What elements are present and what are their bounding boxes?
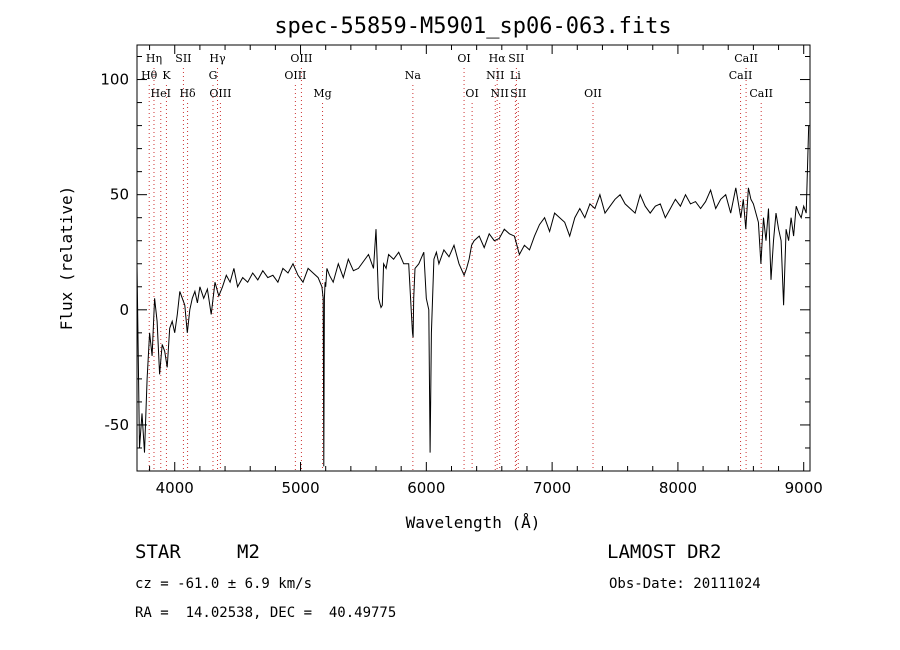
- y-tick-label-50: 50: [110, 186, 129, 204]
- line-label-4: SII: [175, 52, 191, 65]
- x-tick-label-4000: 4000: [156, 479, 194, 497]
- line-label-22: CaII: [734, 52, 758, 65]
- line-label-12: Na: [405, 69, 422, 82]
- line-label-24: CaII: [749, 87, 773, 100]
- line-label-14: OI: [465, 87, 478, 100]
- line-label-18: Li: [510, 69, 521, 82]
- line-label-7: G: [209, 69, 218, 82]
- x-axis-title: Wavelength (Å): [406, 513, 541, 532]
- survey-name: LAMOST DR2: [607, 541, 722, 563]
- line-label-17: NII: [486, 69, 504, 82]
- line-label-11: Mg: [313, 87, 331, 100]
- line-label-6: Hγ: [209, 52, 226, 65]
- x-tick-label-9000: 9000: [785, 479, 823, 497]
- chart-title: spec-55859-M5901_sp06-063.fits: [274, 14, 671, 39]
- plot-frame: [136, 44, 811, 472]
- flux-series-line: [136, 125, 810, 467]
- line-label-0: Hη: [146, 52, 162, 65]
- line-label-1: Hθ: [141, 69, 158, 82]
- y-tick-label--50: -50: [105, 416, 130, 434]
- y-tick-label-0: 0: [119, 301, 129, 319]
- observation-date: Obs-Date: 20111024: [609, 576, 761, 592]
- line-label-9: OIII: [290, 52, 312, 65]
- line-label-2: K: [162, 69, 171, 82]
- object-subclass: M2: [237, 541, 260, 563]
- redshift-cz: cz = -61.0 ± 6.9 km/s: [135, 576, 313, 592]
- line-label-10: OIII: [284, 69, 306, 82]
- line-label-20: SII: [510, 87, 526, 100]
- x-tick-label-8000: 8000: [659, 479, 697, 497]
- line-label-23: CaII: [729, 69, 753, 82]
- ra-dec: RA = 14.02538, DEC = 40.49775: [135, 605, 397, 621]
- line-label-21: OII: [584, 87, 602, 100]
- spectrum-chart: spec-55859-M5901_sp06-063.fits Hη Hθ K HeI S…: [57, 14, 823, 532]
- y-axis-title: Flux (relative): [57, 186, 76, 331]
- y-axis-ticks: -50 0 50 100: [100, 56, 810, 472]
- line-label-19: NII: [491, 87, 509, 100]
- line-label-5: Hδ: [179, 87, 196, 100]
- x-tick-label-7000: 7000: [533, 479, 571, 497]
- line-label-16: SII: [508, 52, 524, 65]
- object-class: STAR: [135, 541, 181, 563]
- line-label-15: Hα: [489, 52, 507, 65]
- x-tick-label-5000: 5000: [281, 479, 319, 497]
- spectral-line-markers: [148, 68, 762, 471]
- x-axis-ticks: 4000 5000 6000 7000 8000 9000: [149, 45, 823, 497]
- line-label-8: OIII: [209, 87, 231, 100]
- x-tick-label-6000: 6000: [407, 479, 445, 497]
- line-label-3: HeI: [151, 87, 171, 100]
- y-tick-label-100: 100: [100, 71, 129, 89]
- line-label-13: OI: [457, 52, 470, 65]
